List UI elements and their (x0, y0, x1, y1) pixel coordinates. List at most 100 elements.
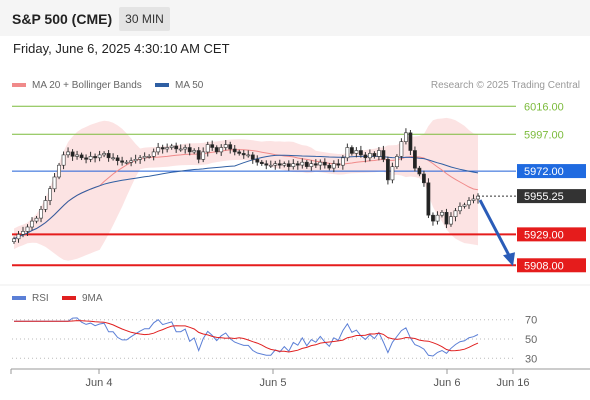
candle-body (273, 163, 278, 166)
candle-body (88, 156, 93, 160)
level-label-5929.00: 5929.00 (524, 229, 564, 241)
candle-body (385, 159, 390, 181)
candle-body (79, 154, 84, 159)
ma50-line (13, 154, 479, 240)
level-label-6016.00: 6016.00 (524, 101, 564, 113)
candle-body (57, 164, 61, 178)
level-label-5929.00-box (517, 227, 586, 242)
candle-body (21, 231, 25, 235)
candle-body (367, 153, 372, 159)
candle-body (48, 188, 52, 201)
bollinger-band (14, 117, 478, 261)
rsi-tick-50: 50 (525, 334, 537, 346)
level-label-5908.00: 5908.00 (524, 260, 564, 272)
candle-body (277, 163, 282, 166)
candle-body (192, 150, 197, 153)
rsi-label: RSI (32, 293, 49, 304)
level-label-5908.00-box (517, 258, 586, 273)
candle-body (219, 147, 224, 153)
candle-body (30, 220, 34, 228)
candle-body (214, 147, 219, 153)
candle-body (223, 144, 228, 148)
candle-body (282, 163, 287, 166)
timeframe-button[interactable]: 30 MIN (119, 7, 170, 31)
candle-body (142, 156, 147, 159)
candle-body (228, 144, 233, 150)
candle-body (250, 154, 255, 160)
candle-body (124, 161, 129, 164)
candle-body (174, 145, 179, 150)
candle-body (336, 163, 341, 166)
candle-body (354, 150, 359, 154)
legend-ma50: MA 50 (155, 80, 203, 91)
candle-body (160, 147, 165, 150)
candle-body (449, 216, 453, 225)
candle-body (102, 153, 107, 156)
candle-body (264, 163, 269, 166)
candle-body (232, 148, 237, 153)
candle-body (169, 145, 174, 148)
candle-body (183, 147, 188, 150)
candle-body (187, 147, 192, 153)
candle-body (66, 151, 71, 156)
candle-body (84, 157, 89, 160)
candle-body (138, 157, 143, 160)
candle-body (133, 159, 138, 162)
legend-rsi: RSI (12, 293, 49, 304)
candle-body (246, 154, 251, 157)
candle-body (286, 163, 291, 167)
candle-body (399, 141, 404, 157)
candle-body (327, 164, 332, 169)
level-label-5972.00: 5972.00 (524, 166, 564, 178)
candle-body (363, 154, 368, 159)
level-label-5997.00: 5997.00 (524, 129, 564, 141)
candle-body (129, 160, 134, 163)
candle-body (403, 132, 408, 142)
candle-body (61, 154, 66, 166)
x-tick-label: Jun 4 (86, 377, 113, 389)
legend-ma20: MA 20 + Bollinger Bands (12, 80, 142, 91)
candle-body (408, 132, 413, 151)
rsi-ma-line (14, 320, 479, 353)
candle-body (358, 150, 363, 156)
candle-body (412, 150, 417, 169)
projection-arrowhead (503, 252, 515, 267)
candle-body (39, 209, 43, 219)
candle-body (12, 238, 16, 243)
candle-body (111, 157, 116, 160)
candle-body (210, 144, 215, 148)
candle-body (93, 156, 98, 159)
candle-body (237, 151, 242, 154)
candle-body (458, 206, 462, 212)
candle-body (295, 163, 300, 166)
candle-body (304, 161, 309, 167)
candle-body (322, 161, 327, 166)
candle-body (52, 176, 57, 190)
candle-body (291, 163, 296, 167)
chart-header: S&P 500 (CME) 30 MIN (0, 0, 590, 36)
candle-body (75, 154, 80, 157)
candle-body (345, 147, 350, 159)
x-tick-label: Jun 5 (260, 377, 287, 389)
ma20-label: MA 20 + Bollinger Bands (32, 80, 142, 91)
candle-body (331, 163, 336, 169)
legend-rsi-ma: 9MA (62, 293, 103, 304)
candle-body (201, 151, 206, 160)
candle-body (43, 200, 48, 210)
candle-body (147, 156, 152, 158)
candle-body (196, 150, 201, 160)
rsi-line (14, 317, 479, 357)
x-tick-label: Jun 16 (496, 377, 529, 389)
candle-body (151, 151, 156, 157)
candle-body (390, 166, 395, 181)
candle-body (268, 164, 273, 167)
candle-body (178, 148, 183, 151)
rsi-swatch (12, 296, 26, 301)
candle-body (435, 214, 440, 222)
candle-body (471, 198, 476, 201)
current-price-label: 5955.25 (524, 191, 564, 203)
candle-body (394, 156, 399, 167)
rsi-ma-swatch (62, 296, 76, 301)
candle-body (25, 226, 30, 232)
